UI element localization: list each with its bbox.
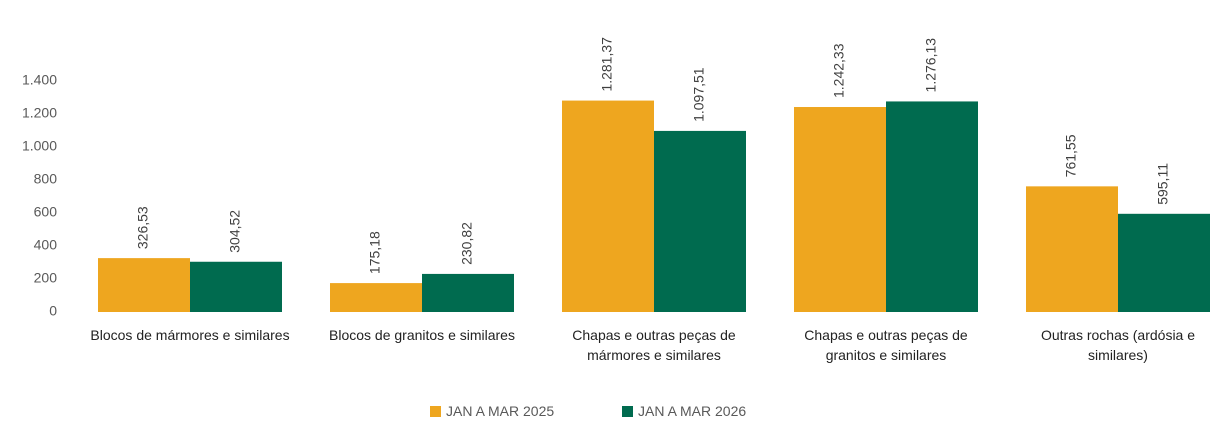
legend-swatch (430, 406, 441, 417)
x-tick-label: Chapas e outras peças de mármores e simi… (572, 327, 736, 363)
value-label: 175,18 (367, 231, 383, 274)
value-label: 1.281,37 (599, 37, 615, 92)
value-label: 326,53 (135, 206, 151, 249)
y-tick-label: 800 (34, 171, 58, 187)
value-label: 1.242,33 (831, 43, 847, 98)
legend-swatch (622, 406, 633, 417)
bar (886, 101, 978, 312)
value-label: 1.276,13 (923, 38, 939, 93)
bar (794, 107, 886, 312)
value-label: 230,82 (459, 222, 475, 265)
legend-label: JAN A MAR 2026 (638, 403, 747, 419)
y-tick-label: 1.400 (22, 72, 57, 88)
x-tick-label: Blocos de mármores e similares (90, 327, 290, 343)
value-label: 1.097,51 (691, 67, 707, 122)
y-tick-label: 1.200 (22, 105, 57, 121)
y-tick-label: 200 (34, 270, 58, 286)
bar (1026, 186, 1118, 312)
value-label: 304,52 (227, 210, 243, 253)
bar (422, 273, 514, 312)
y-tick-label: 600 (34, 204, 58, 220)
bar (654, 130, 746, 312)
x-tick-label: Outras rochas (ardósia e similares) (1040, 327, 1196, 363)
x-tick-label: Blocos de granitos e similares (329, 327, 515, 343)
bar (98, 258, 190, 312)
legend-label: JAN A MAR 2025 (446, 403, 555, 419)
y-tick-label: 0 (49, 303, 57, 319)
bar (562, 100, 654, 313)
bar (1118, 213, 1210, 312)
value-label: 761,55 (1063, 134, 1079, 177)
y-tick-label: 400 (34, 237, 58, 253)
bar (190, 261, 282, 312)
bar (330, 283, 422, 312)
x-tick-label: Chapas e outras peças de granitos e simi… (804, 327, 968, 363)
value-label: 595,11 (1155, 163, 1171, 205)
y-tick-label: 1.000 (22, 138, 57, 154)
